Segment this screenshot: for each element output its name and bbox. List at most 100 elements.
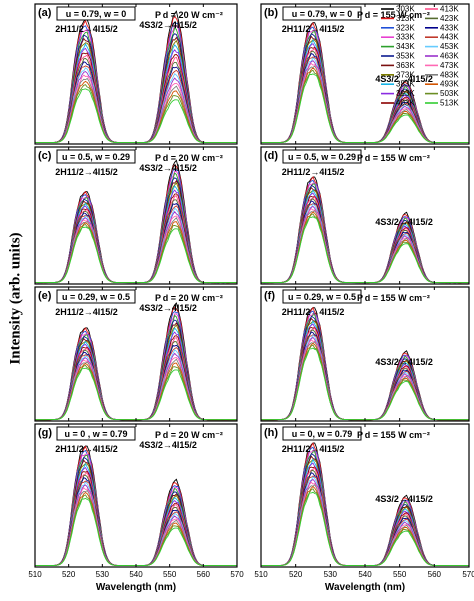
series-line-383K-c	[34, 185, 237, 284]
transition-label-2-d: 4S3/2→4I15/2	[375, 217, 433, 227]
series-line-383K-e	[34, 327, 237, 421]
panel-label-c: (c)	[38, 150, 52, 162]
transition-label-2-f: 4S3/2→4I15/2	[375, 357, 433, 367]
series-line-333K-a	[35, 24, 237, 144]
series-line-313K-c	[34, 164, 237, 284]
transition-label-2-h: 4S3/2→4I15/2	[375, 494, 433, 504]
x-tick-label: 520	[62, 570, 76, 579]
x-axis-label-right: Wavelength (nm)	[325, 582, 405, 593]
transition-label-1-f: 2H11/2→4I15/2	[282, 307, 345, 317]
transition-label-1-c: 2H11/2→4I15/2	[55, 167, 118, 177]
transition-label-1-h: 2H11/2→4I15/2	[282, 444, 345, 454]
power-density-c: P d = 20 W cm⁻²	[155, 153, 223, 163]
series-line-413K-c	[34, 195, 237, 284]
series-line-313K-g	[34, 445, 237, 567]
x-tick-label: 560	[428, 570, 442, 579]
transition-label-1-d: 2H11/2→4I15/2	[282, 167, 345, 177]
legend-label-433K: 433K	[440, 23, 459, 32]
panel-label-f: (f)	[264, 290, 275, 302]
panel-h: 510 520 530 540 550 560 570 (h) u = 0, w = 0.79 P…	[254, 423, 474, 579]
legend-label-353K: 353K	[396, 52, 415, 61]
params-label-e: u = 0.29, w = 0.5	[62, 292, 130, 302]
series-line-343K-e	[35, 314, 238, 421]
series-line-353K-c	[35, 177, 237, 284]
series-line-323K-a	[35, 21, 237, 144]
legend-label-453K: 453K	[440, 42, 459, 51]
panel-label-a: (a)	[38, 7, 52, 19]
panel-label-d: (d)	[264, 150, 278, 162]
series-line-323K-h	[261, 446, 469, 567]
legend-label-343K: 343K	[396, 42, 415, 51]
transition-label-2-c: 4S3/2→4I15/2	[139, 163, 197, 173]
panel-a: (a) u = 0.79, w = 0 P d = 20 W cm⁻² 2H11/2→…	[34, 3, 238, 145]
power-density-b: P d = 155 W cm⁻²	[357, 10, 430, 20]
series-line-323K-d	[261, 179, 470, 284]
panel-label-g: (g)	[38, 427, 52, 439]
params-box-a	[56, 6, 136, 21]
x-tick-label: 510	[28, 570, 42, 579]
series-line-353K-d	[261, 184, 469, 284]
x-axis-label-left: Wavelength (nm)	[96, 582, 176, 593]
transition-label-2-e: 4S3/2→4I15/2	[139, 303, 197, 313]
series-line-323K-f	[260, 310, 469, 421]
series-line-403K-c	[35, 193, 237, 284]
series-line-353K-h	[261, 453, 469, 567]
legend-label-403K: 403K	[396, 99, 415, 108]
x-tick-label: 570	[462, 570, 474, 579]
legend-label-473K: 473K	[440, 61, 459, 70]
series-line-343K-a	[35, 27, 237, 144]
series-line-373K-e	[35, 324, 238, 421]
legend-label-383K: 383K	[396, 80, 415, 89]
legend-label-503K: 503K	[440, 89, 459, 98]
x-tick-label: 530	[96, 570, 110, 579]
transition-label-2-g: 4S3/2→4I15/2	[139, 440, 197, 450]
x-tick-label: 540	[129, 570, 143, 579]
legend-label-463K: 463K	[440, 52, 459, 61]
series-line-373K-c	[35, 182, 238, 284]
series-line-333K-g	[35, 453, 237, 567]
params-label-d: u = 0.5, w = 0.29	[288, 152, 356, 162]
power-density-g: P d = 20 W cm⁻²	[155, 430, 223, 440]
series-line-303K-c	[35, 159, 237, 284]
series-line-353K-e	[34, 319, 238, 421]
legend-label-323K: 323K	[396, 23, 415, 32]
panel-g: 510 520 530 540 550 560 570 (g) u = 0 , w = 0.79…	[28, 423, 244, 579]
panel-c: (c) u = 0.5, w = 0.29 P d = 20 W cm⁻² 2H11/…	[34, 146, 238, 285]
params-label-g: u = 0 , w = 0.79	[64, 429, 127, 439]
power-density-d: P d = 155 W cm⁻²	[357, 153, 430, 163]
series-line-343K-c	[35, 172, 237, 284]
x-tick-label: 540	[358, 570, 372, 579]
panel-label-e: (e)	[38, 290, 52, 302]
params-label-b: u = 0.79, w = 0	[292, 9, 353, 19]
params-label-h: u = 0, w = 0.79	[292, 429, 353, 439]
series-line-353K-g	[35, 456, 237, 567]
series-line-323K-g	[35, 449, 237, 567]
legend-label-443K: 443K	[440, 33, 459, 42]
series-line-303K-d	[261, 176, 469, 284]
series-line-313K-h	[260, 442, 469, 567]
series-line-343K-h	[261, 451, 469, 567]
panel-label-b: (b)	[264, 7, 278, 19]
transition-label-1-b: 2H11/2→4I15/2	[282, 24, 345, 34]
series-line-343K-g	[35, 454, 237, 567]
transition-label-2-a: 4S3/2→4I15/2	[139, 20, 197, 30]
series-line-323K-c	[35, 168, 238, 284]
params-label-a: u = 0.79, w = 0	[66, 9, 127, 19]
series-line-363K-f	[260, 317, 469, 421]
panel-b: (b) u = 0.79, w = 0 P d = 155 W cm⁻² 2H11/2…	[260, 3, 470, 145]
transition-label-1-a: 2H11/2→4I15/2	[55, 24, 118, 34]
params-box-f	[282, 289, 362, 304]
x-tick-label: 530	[324, 570, 338, 579]
legend-label-363K: 363K	[396, 61, 415, 70]
x-tick-label: 520	[289, 570, 303, 579]
legend-label-413K: 413K	[440, 5, 459, 14]
series-line-303K-f	[261, 307, 470, 421]
series-line-303K-g	[35, 445, 238, 567]
series-line-343K-b	[261, 31, 469, 144]
series-line-343K-d	[261, 183, 469, 284]
x-tick-label: 560	[197, 570, 211, 579]
legend-label-303K: 303K	[396, 5, 415, 14]
legend-label-373K: 373K	[396, 70, 415, 79]
legend-label-393K: 393K	[396, 89, 415, 98]
series-line-363K-e	[34, 322, 237, 421]
